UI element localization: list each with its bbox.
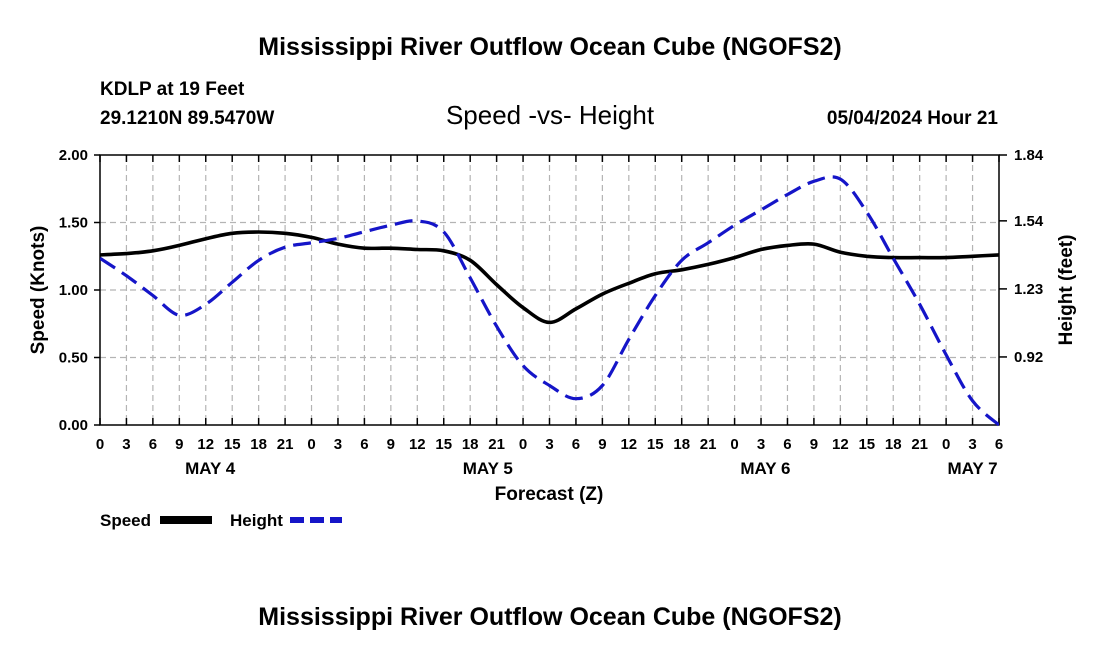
series-lines [100, 175, 999, 427]
grid [100, 155, 999, 425]
y-tick-label-left: 2.00 [59, 147, 88, 164]
x-tick-label: 6 [783, 436, 791, 453]
x-tick-label: 0 [942, 436, 950, 453]
axis-ticks [94, 154, 1007, 426]
y-tick-label-left: 1.50 [59, 215, 88, 232]
x-axis-label: Forecast (Z) [495, 484, 604, 505]
x-tick-label: 3 [334, 436, 342, 453]
station-coords: 29.1210N 89.5470W [100, 108, 274, 129]
x-tick-label: 18 [673, 436, 690, 453]
series-line-height [100, 175, 999, 427]
y-axis-label-right: Height (feet) [1056, 235, 1077, 346]
x-tick-label: 6 [995, 436, 1003, 453]
series-line-speed [100, 230, 999, 325]
day-label: MAY 7 [948, 459, 998, 478]
x-tick-label: 6 [149, 436, 157, 453]
x-tick-label: 12 [197, 436, 214, 453]
x-tick-label: 9 [810, 436, 818, 453]
x-tick-label: 9 [175, 436, 183, 453]
x-tick-label: 3 [545, 436, 553, 453]
day-label: MAY 4 [185, 459, 236, 478]
x-tick-label: 15 [435, 436, 452, 453]
y-tick-label-left: 1.00 [59, 282, 88, 299]
y-tick-label-right: 1.84 [1014, 147, 1044, 164]
x-tick-label: 3 [968, 436, 976, 453]
x-tick-label: 12 [409, 436, 426, 453]
x-tick-label: 21 [488, 436, 505, 453]
x-tick-label: 15 [647, 436, 664, 453]
x-tick-label: 9 [598, 436, 606, 453]
day-label: MAY 5 [463, 459, 513, 478]
y-tick-label-left: 0.50 [59, 350, 88, 367]
x-tick-label: 3 [122, 436, 130, 453]
x-tick-label: 15 [858, 436, 875, 453]
y-tick-label-right: 1.54 [1014, 213, 1044, 230]
x-tick-label: 0 [519, 436, 527, 453]
x-tick-label: 12 [620, 436, 637, 453]
x-tick-label: 3 [757, 436, 765, 453]
legend: Speed Height [100, 511, 342, 530]
x-tick-label: 6 [572, 436, 580, 453]
run-time: 05/04/2024 Hour 21 [827, 108, 999, 129]
chart-title: Speed -vs- Height [446, 100, 655, 130]
legend-label-height: Height [230, 511, 283, 530]
y-axis-label-left: Speed (Knots) [28, 226, 49, 355]
x-tick-label: 15 [224, 436, 241, 453]
page-title: Mississippi River Outflow Ocean Cube (NG… [258, 33, 841, 61]
tick-labels: 0 3 6 9 12 15 18 21 0 3 6 9 12 15 18 21 0 3 6 9 12 15 18 21 0 3 6 9… [59, 147, 1044, 478]
station-label: KDLP at 19 Feet [100, 79, 245, 100]
y-tick-label-right: 1.23 [1014, 281, 1043, 298]
x-tick-label: 18 [250, 436, 267, 453]
x-tick-label: 0 [730, 436, 738, 453]
day-label: MAY 6 [740, 459, 790, 478]
x-tick-label: 21 [911, 436, 928, 453]
x-tick-label: 0 [307, 436, 315, 453]
x-tick-label: 18 [885, 436, 902, 453]
y-tick-label-right: 0.92 [1014, 349, 1043, 366]
x-tick-label: 21 [700, 436, 717, 453]
x-tick-label: 21 [277, 436, 294, 453]
page-title-bottom: Mississippi River Outflow Ocean Cube (NG… [258, 603, 841, 631]
x-tick-label: 9 [387, 436, 395, 453]
x-tick-label: 18 [462, 436, 479, 453]
x-tick-label: 0 [96, 436, 104, 453]
x-tick-label: 12 [832, 436, 849, 453]
x-tick-label: 6 [360, 436, 368, 453]
legend-label-speed: Speed [100, 511, 151, 530]
y-tick-label-left: 0.00 [59, 417, 88, 434]
